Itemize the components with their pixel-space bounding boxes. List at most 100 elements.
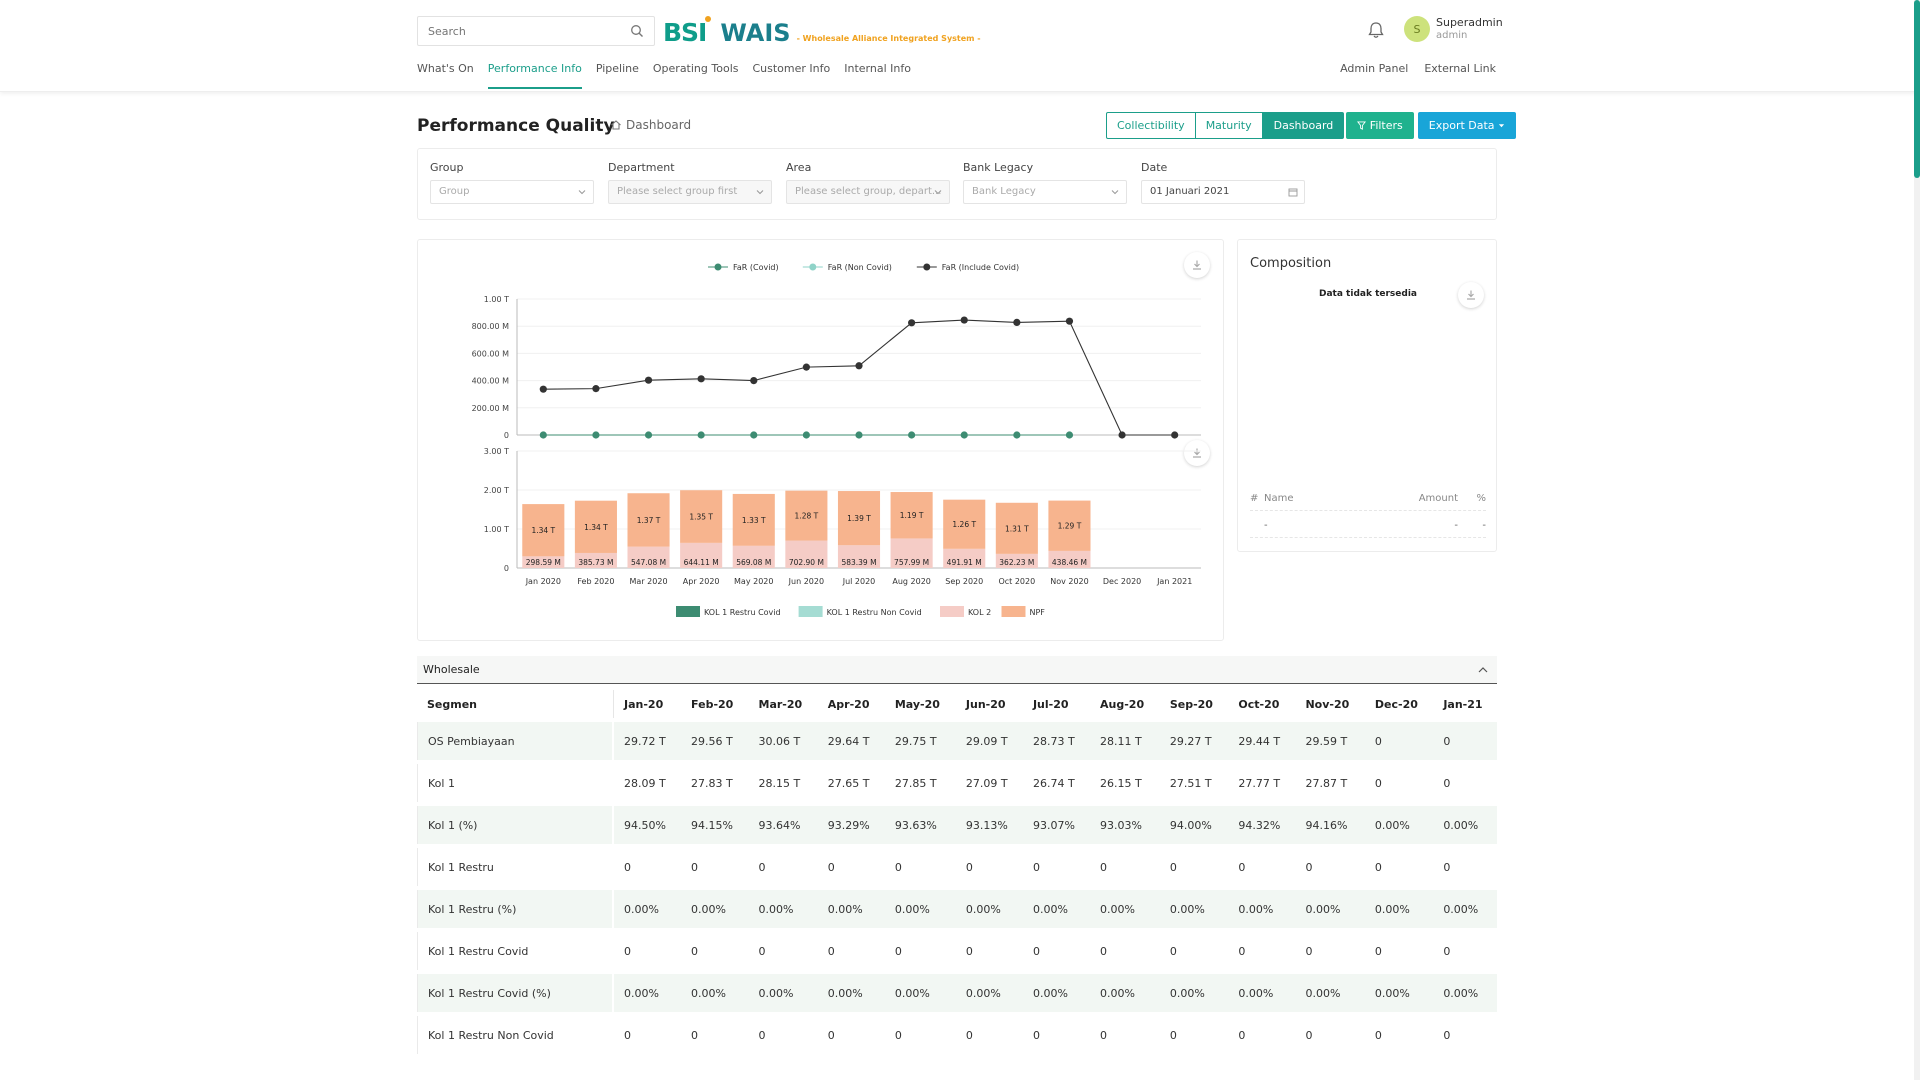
table-cell: 27.87 T <box>1295 764 1365 802</box>
home-icon <box>611 120 621 130</box>
x-tick-label: Dec 2020 <box>1103 577 1141 586</box>
download-line-chart-button[interactable] <box>1184 252 1210 278</box>
chevron-up-icon[interactable] <box>1477 664 1489 676</box>
breadcrumb-dashboard[interactable]: Dashboard <box>626 118 692 132</box>
col-number: # <box>1250 493 1259 504</box>
col-header-dec-20: Dec-20 <box>1374 697 1418 711</box>
download-composition-button[interactable] <box>1458 282 1484 308</box>
table-cell: 0 <box>1433 932 1497 970</box>
x-tick-label: Jan 2021 <box>1156 577 1192 586</box>
group-label: Group <box>430 161 464 174</box>
table-cell: 0 <box>1295 1016 1365 1054</box>
avatar[interactable]: S <box>1404 16 1430 42</box>
nav-pipeline[interactable]: Pipeline <box>595 62 639 75</box>
export-data-button[interactable]: Export Data <box>1417 112 1517 139</box>
wholesale-table: Segmen Jan-20 Feb-20 Mar-20 Apr-20 May-20 Jun-… <box>417 686 1497 1058</box>
y-tick-label: 1.00 T <box>484 525 509 534</box>
legend-label: KOL 1 Restru Covid <box>704 608 781 617</box>
nav-performance-info[interactable]: Performance Info <box>487 62 582 89</box>
y-tick-label: 400.00 M <box>472 377 510 386</box>
bar-segment <box>837 491 881 546</box>
nav-internal-info[interactable]: Internal Info <box>844 62 911 75</box>
bar-segment <box>574 552 617 568</box>
y-tick-label: 0 <box>504 564 509 573</box>
col-header-mar-20: Mar-20 <box>758 697 803 711</box>
dashboard-button[interactable]: Dashboard <box>1262 112 1345 139</box>
cell-amount: - <box>1454 520 1458 531</box>
department-select[interactable]: Please select group first <box>608 180 772 204</box>
breadcrumb[interactable]: Dashboard <box>610 118 691 132</box>
download-icon <box>1467 290 1475 300</box>
x-tick-label: Aug 2020 <box>892 577 931 586</box>
page-scrollbar[interactable] <box>1914 0 1920 1080</box>
search-icon[interactable] <box>630 24 644 38</box>
table-cell: 0 <box>1090 932 1160 970</box>
scrollbar-thumb[interactable] <box>1914 0 1920 178</box>
table-cell: 0.00% <box>1090 890 1160 928</box>
search-input[interactable] <box>418 17 618 45</box>
legend-label: FaR (Non Covid) <box>828 263 892 272</box>
table-cell: 0 <box>614 848 682 886</box>
export-label: Export Data <box>1428 119 1495 132</box>
x-tick-label: Jul 2020 <box>842 577 876 586</box>
col-percent: % <box>1476 493 1486 504</box>
filters-button[interactable]: Filters <box>1346 112 1414 139</box>
nav-whats-on[interactable]: What's On <box>417 62 474 75</box>
legend-marker <box>714 263 722 271</box>
row-label: Kol 1 Restru Covid (%) <box>417 974 614 1012</box>
area-select[interactable]: Please select group, depart... <box>786 180 950 204</box>
download-bar-chart-button[interactable] <box>1184 440 1210 466</box>
table-cell: 0 <box>1295 932 1365 970</box>
group-select[interactable]: Group <box>430 180 594 204</box>
legend-swatch <box>940 606 964 617</box>
data-label: 1.29 T <box>1058 522 1082 531</box>
row-label: OS Pembiayaan <box>417 722 614 760</box>
table-cell: 29.09 T <box>955 722 1023 760</box>
wholesale-section-header[interactable]: Wholesale <box>417 656 1497 684</box>
page-title: Performance Quality <box>417 116 615 136</box>
maturity-button[interactable]: Maturity <box>1195 112 1263 139</box>
data-point <box>1065 317 1074 325</box>
table-cell: 0 <box>681 1016 749 1054</box>
nav-operating-tools[interactable]: Operating Tools <box>652 62 739 75</box>
nav-external-link[interactable]: External Link <box>1424 62 1496 75</box>
table-cell: 0 <box>955 848 1023 886</box>
user-name[interactable]: Superadmin <box>1436 16 1503 29</box>
data-point <box>697 431 705 439</box>
nav-customer-info[interactable]: Customer Info <box>752 62 831 75</box>
table-cell: 93.07% <box>1022 806 1091 844</box>
data-point <box>697 375 705 383</box>
table-cell: 94.16% <box>1295 806 1365 844</box>
bell-icon[interactable] <box>1366 20 1386 40</box>
legend-label: FaR (Include Covid) <box>942 263 1019 272</box>
data-point <box>802 363 810 371</box>
composition-card: Composition Data tidak tersedia # Name A… <box>1237 239 1497 552</box>
top-bar: BSI WAIS - Wholesale Alliance Integrated… <box>0 0 1920 92</box>
data-label: 1.31 T <box>1005 524 1029 533</box>
table-cell: 0 <box>1364 1016 1434 1054</box>
cell-name: - <box>1264 520 1268 531</box>
data-label: 1.39 T <box>847 514 871 523</box>
data-point <box>960 431 968 439</box>
table-cell: 0 <box>1364 932 1434 970</box>
y-tick-label: 600.00 M <box>472 349 510 358</box>
date-input[interactable]: 01 Januari 2021 <box>1141 180 1305 204</box>
search-box[interactable] <box>417 16 655 46</box>
bank-legacy-select[interactable]: Bank Legacy <box>963 180 1127 204</box>
data-point <box>908 431 916 439</box>
app-logo[interactable]: BSI WAIS - Wholesale Alliance Integrated… <box>663 16 981 47</box>
area-placeholder: Please select group, depart... <box>795 186 942 197</box>
table-cell: 93.63% <box>884 806 956 844</box>
bar-segment <box>680 542 723 568</box>
table-row: Kol 1 Restru 0 0 0 0 0 0 0 0 0 0 0 0 0 <box>417 848 1497 886</box>
view-toolbar: Collectibility Maturity Dashboard Filter… <box>1106 112 1517 139</box>
table-cell: 0 <box>1022 932 1091 970</box>
table-row: Kol 1 (%) 94.50% 94.15% 93.64% 93.29% 93.63% 9… <box>417 806 1497 844</box>
data-label: 385.73 M <box>578 558 613 567</box>
collectibility-button[interactable]: Collectibility <box>1106 112 1196 139</box>
nav-admin-panel[interactable]: Admin Panel <box>1340 62 1409 75</box>
data-point <box>539 385 547 393</box>
bank-legacy-placeholder: Bank Legacy <box>972 186 1036 197</box>
table-cell: 0 <box>1295 848 1365 886</box>
table-cell: 0.00% <box>681 890 749 928</box>
